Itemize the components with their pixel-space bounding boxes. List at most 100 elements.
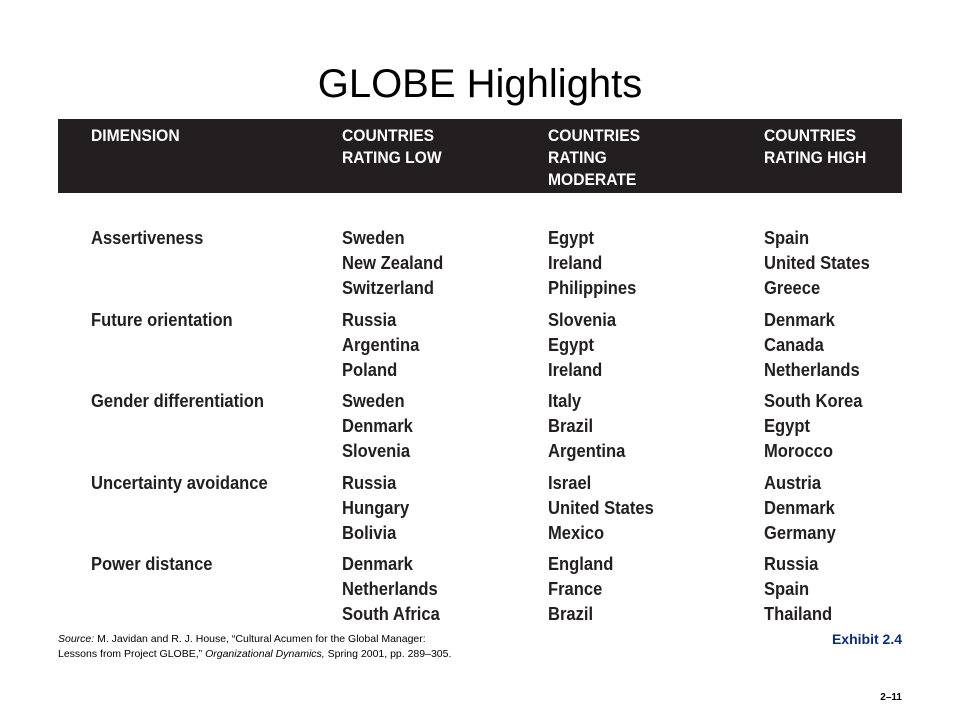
country-name: Philippines — [548, 278, 637, 298]
header-rating-moderate: COUNTRIES RATING MODERATE — [548, 125, 640, 191]
country-name: Egypt — [548, 334, 595, 355]
slide-title: GLOBE Highlights — [317, 62, 643, 106]
country-name: Sweden — [342, 228, 405, 248]
country-name: Greece — [764, 278, 821, 298]
table-row: Gender differentiation Sweden Denmark Sl… — [58, 389, 902, 471]
dimension-cell: Future orientation — [91, 308, 233, 333]
table-row: Power distance Denmark Netherlands South… — [58, 552, 902, 634]
country-name: Egypt — [764, 416, 811, 436]
country-name: Denmark — [342, 554, 413, 574]
low-countries-cell: Russia Hungary Bolivia — [342, 471, 409, 546]
moderate-countries-cell: Slovenia Egypt Ireland — [548, 308, 616, 383]
country-name: Egypt — [548, 228, 595, 248]
header-moderate-line-3: MODERATE — [548, 170, 637, 189]
country-name: Ireland — [548, 359, 603, 380]
table-row: Future orientation Russia Argentina Pola… — [58, 308, 902, 390]
page-number: 2–11 — [880, 692, 902, 703]
source-citation: Source: M. Javidan and R. J. House, “Cul… — [58, 632, 451, 662]
moderate-countries-cell: Egypt Ireland Philippines — [548, 226, 636, 301]
high-countries-cell: Austria Denmark Germany — [764, 471, 836, 546]
country-name: New Zealand — [342, 253, 444, 273]
low-countries-cell: Denmark Netherlands South Africa — [342, 552, 440, 627]
dimension-cell: Gender differentiation — [91, 389, 264, 414]
dimension-label: Gender differentiation — [91, 391, 264, 411]
country-name: Denmark — [764, 309, 835, 330]
country-name: Denmark — [342, 416, 413, 436]
country-name: Netherlands — [764, 359, 860, 380]
source-line-1: Source: M. Javidan and R. J. House, “Cul… — [58, 632, 451, 647]
country-name: Austria — [764, 472, 822, 493]
table-row: Uncertainty avoidance Russia Hungary Bol… — [58, 471, 902, 553]
country-name: Hungary — [342, 497, 410, 518]
country-name: Morocco — [764, 441, 834, 461]
header-dimension-line: DIMENSION — [91, 126, 180, 145]
moderate-countries-cell: England France Brazil — [548, 552, 613, 627]
source-journal: Organizational Dynamics, — [205, 648, 325, 660]
low-countries-cell: Russia Argentina Poland — [342, 308, 419, 383]
source-label: Source: — [58, 633, 95, 645]
country-name: England — [548, 554, 614, 574]
source-line-2-end: Spring 2001, pp. 289–305. — [324, 648, 452, 660]
source-line-2-text: Lessons from Project GLOBE,” — [58, 648, 206, 660]
dimension-label: Future orientation — [91, 309, 233, 330]
header-moderate-line-2: RATING — [548, 148, 607, 167]
moderate-countries-cell: Israel United States Mexico — [548, 471, 654, 546]
dimension-cell: Uncertainty avoidance — [91, 471, 268, 496]
country-name: Russia — [342, 472, 397, 493]
country-name: Argentina — [342, 334, 420, 355]
moderate-countries-cell: Italy Brazil Argentina — [548, 389, 625, 464]
dimension-cell: Power distance — [91, 552, 212, 577]
header-rating-low: COUNTRIES RATING LOW — [342, 125, 442, 169]
country-name: Bolivia — [342, 522, 397, 543]
header-high-line-1: COUNTRIES — [764, 126, 857, 145]
country-name: Brazil — [548, 604, 594, 624]
country-name: Brazil — [548, 416, 594, 436]
country-name: France — [548, 579, 603, 599]
country-name: Israel — [548, 472, 592, 493]
country-name: Netherlands — [342, 579, 438, 599]
dimension-label: Uncertainty avoidance — [91, 472, 268, 493]
high-countries-cell: Spain United States Greece — [764, 226, 870, 301]
table-body: Assertiveness Sweden New Zealand Switzer… — [58, 226, 902, 634]
low-countries-cell: Sweden Denmark Slovenia — [342, 389, 413, 464]
country-name: South Korea — [764, 391, 863, 411]
country-name: United States — [764, 253, 870, 273]
high-countries-cell: Denmark Canada Netherlands — [764, 308, 860, 383]
header-rating-high: COUNTRIES RATING HIGH — [764, 125, 866, 169]
country-name: Switzerland — [342, 278, 435, 298]
country-name: Italy — [548, 391, 582, 411]
low-countries-cell: Sweden New Zealand Switzerland — [342, 226, 443, 301]
header-dimension: DIMENSION — [91, 125, 180, 147]
header-moderate-line-1: COUNTRIES — [548, 126, 641, 145]
country-name: Slovenia — [342, 441, 411, 461]
dimension-label: Assertiveness — [91, 228, 204, 248]
dimension-label: Power distance — [91, 554, 213, 574]
header-low-line-1: COUNTRIES — [342, 126, 435, 145]
country-name: South Africa — [342, 604, 440, 624]
country-name: Denmark — [764, 497, 835, 518]
country-name: Ireland — [548, 253, 603, 273]
country-name: Spain — [764, 579, 810, 599]
country-name: Spain — [764, 228, 810, 248]
country-name: Russia — [342, 309, 397, 330]
table-row: Assertiveness Sweden New Zealand Switzer… — [58, 226, 902, 308]
header-low-line-2: RATING LOW — [342, 148, 442, 167]
country-name: Sweden — [342, 391, 405, 411]
exhibit-label: Exhibit 2.4 — [831, 631, 902, 647]
country-name: Germany — [764, 522, 836, 543]
source-line-2: Lessons from Project GLOBE,” Organizatio… — [58, 647, 451, 662]
country-name: Slovenia — [548, 309, 617, 330]
country-name: United States — [548, 497, 654, 518]
country-name: Russia — [764, 554, 819, 574]
high-countries-cell: Russia Spain Thailand — [764, 552, 832, 627]
country-name: Canada — [764, 334, 824, 355]
country-name: Mexico — [548, 522, 605, 543]
high-countries-cell: South Korea Egypt Morocco — [764, 389, 862, 464]
table-header: DIMENSION COUNTRIES RATING LOW COUNTRIES… — [58, 119, 902, 193]
source-line-1-text: M. Javidan and R. J. House, “Cultural Ac… — [94, 633, 426, 645]
country-name: Argentina — [548, 441, 626, 461]
country-name: Poland — [342, 359, 398, 380]
header-high-line-2: RATING HIGH — [764, 148, 867, 167]
dimension-cell: Assertiveness — [91, 226, 203, 251]
country-name: Thailand — [764, 604, 833, 624]
